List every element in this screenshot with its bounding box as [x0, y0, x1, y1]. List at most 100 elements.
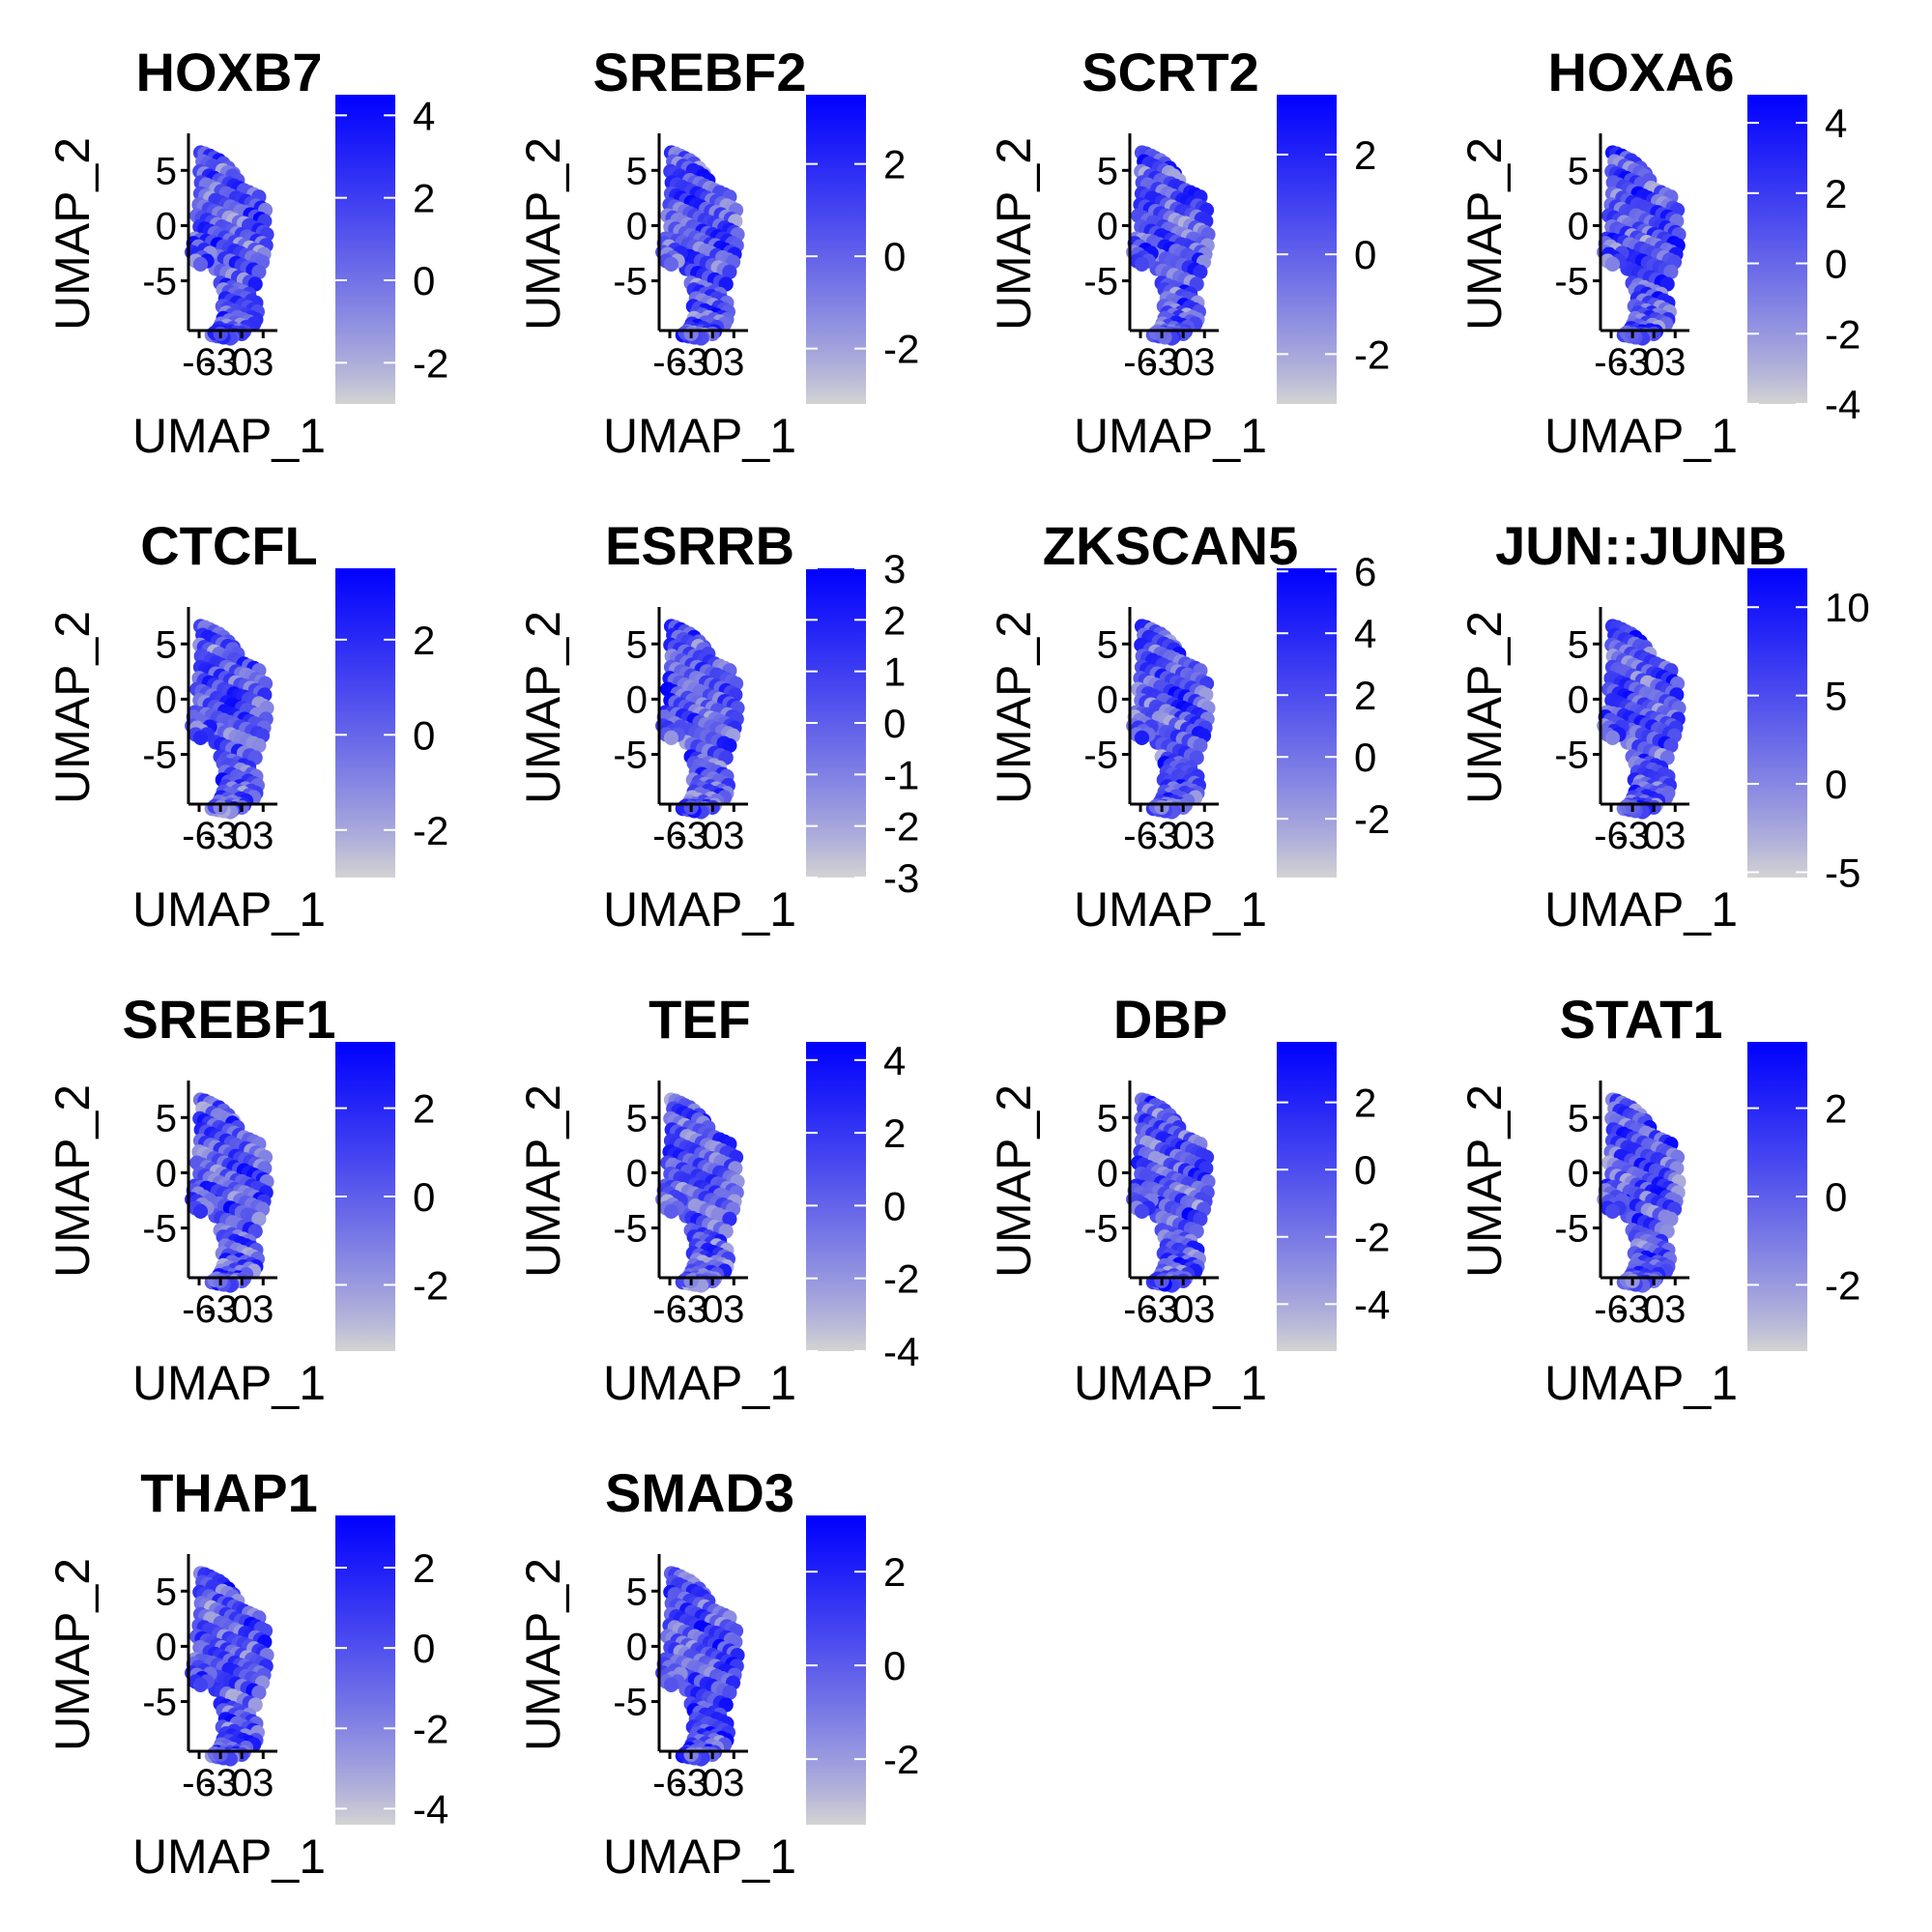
x-tick-label: 3 — [1664, 341, 1686, 384]
colorbar-tick-label: 0 — [1354, 232, 1376, 277]
x-tick-label: -6 — [182, 341, 216, 384]
x-axis-label: UMAP_1 — [603, 409, 796, 463]
x-tick-label: 3 — [1194, 341, 1215, 384]
colorbar-tick-label: 5 — [1825, 674, 1847, 719]
y-tick-label: -5 — [1083, 261, 1118, 303]
colorbar-tick-label: 4 — [1825, 101, 1847, 146]
x-tick-label: -6 — [1123, 341, 1158, 384]
colorbar-tick-label: 2 — [1825, 171, 1847, 216]
y-axis-label: UMAP_2 — [45, 137, 100, 331]
colorbar-tick-label: 10 — [1825, 585, 1870, 630]
colorbar-gradient — [806, 95, 866, 404]
cell-point — [722, 264, 737, 279]
cells — [185, 1566, 274, 1767]
cell-point — [192, 256, 209, 272]
x-tick-label: 0 — [702, 1762, 723, 1804]
cells — [1126, 1092, 1216, 1293]
cells — [185, 619, 274, 820]
colorbar-tick-label: 0 — [1825, 1174, 1847, 1220]
y-tick-label: -5 — [613, 1208, 648, 1251]
colorbar-tick-label: 4 — [413, 93, 435, 138]
y-tick-label: 0 — [1568, 205, 1589, 247]
colorbar-gradient — [1747, 568, 1807, 878]
colorbar-tick-label: 0 — [413, 1626, 435, 1671]
y-tick-label: -5 — [1083, 735, 1118, 777]
y-tick-label: 0 — [626, 1152, 648, 1195]
colorbar-tick-label: -2 — [413, 1262, 448, 1308]
y-tick-label: 5 — [626, 1571, 648, 1613]
x-tick-label: -3 — [1144, 341, 1179, 384]
cell-point — [192, 730, 209, 746]
colorbar-tick-label: -4 — [1354, 1282, 1390, 1327]
cells — [655, 1566, 745, 1767]
panel-title: ESRRB — [605, 515, 794, 576]
x-axis-label: UMAP_1 — [1544, 409, 1738, 463]
colorbar-tick-label: 0 — [1825, 242, 1847, 287]
y-tick-label: 0 — [626, 1626, 648, 1668]
colorbar-tick-label: 2 — [413, 1545, 435, 1591]
colorbar-tick-label: -2 — [1354, 796, 1390, 842]
x-axis-label: UMAP_1 — [132, 409, 326, 463]
cells — [1597, 145, 1687, 346]
colorbar-tick-label: -1 — [883, 752, 919, 797]
panel-title: SMAD3 — [605, 1462, 794, 1523]
y-tick-label: 5 — [1568, 150, 1589, 192]
x-tick-label: 0 — [1643, 1288, 1664, 1331]
y-tick-label: 0 — [626, 205, 648, 247]
y-axis-label: UMAP_2 — [987, 137, 1041, 331]
y-axis-label: UMAP_2 — [1457, 611, 1512, 804]
panel-title: TEF — [649, 989, 751, 1050]
cell-point — [1193, 264, 1208, 279]
y-tick-label: 0 — [1568, 1152, 1589, 1195]
colorbar-tick-label: 6 — [1354, 549, 1376, 594]
colorbar: 6 4 2 0 -2 — [1277, 549, 1390, 878]
x-tick-label: 3 — [723, 815, 744, 857]
cell-point — [1604, 1203, 1621, 1219]
y-tick-label: 5 — [626, 623, 648, 666]
colorbar-tick-label: 2 — [413, 618, 435, 663]
x-tick-label: 0 — [702, 341, 723, 384]
colorbar: 2 0 -2 -4 — [1277, 1042, 1390, 1351]
y-axis-label: UMAP_2 — [45, 1558, 100, 1751]
cell-point — [192, 1677, 209, 1692]
y-tick-label: -5 — [142, 1208, 177, 1251]
x-tick-label: 3 — [723, 1288, 744, 1331]
colorbar-tick-label: -2 — [883, 1256, 919, 1302]
colorbar: 2 0 -2 — [806, 1515, 919, 1825]
cells — [185, 145, 274, 346]
panel-title: STAT1 — [1559, 989, 1722, 1050]
colorbar-gradient — [806, 1515, 866, 1825]
colorbar-tick-label: 4 — [1354, 611, 1376, 656]
x-tick-label: 3 — [1194, 1288, 1215, 1331]
colorbar-tick-label: 3 — [883, 546, 906, 591]
y-tick-label: 5 — [1097, 623, 1118, 666]
colorbar-tick-label: 2 — [1354, 132, 1376, 178]
y-tick-label: 0 — [1097, 678, 1118, 721]
y-tick-label: 0 — [156, 1626, 177, 1668]
x-axis-label: UMAP_1 — [132, 882, 326, 937]
x-tick-label: 0 — [231, 341, 252, 384]
y-tick-label: -5 — [1554, 1208, 1589, 1251]
x-tick-label: 0 — [1172, 1288, 1194, 1331]
colorbar: 10 5 0 -5 — [1747, 568, 1870, 896]
x-axis-label: UMAP_1 — [603, 1830, 796, 1884]
colorbar-tick-label: -2 — [1354, 332, 1390, 377]
panel-title: SCRT2 — [1081, 42, 1259, 102]
y-tick-label: 5 — [626, 150, 648, 192]
colorbar-tick-label: -2 — [1354, 1215, 1390, 1260]
y-tick-label: -5 — [142, 735, 177, 777]
x-tick-label: -6 — [182, 815, 216, 857]
colorbar-gradient — [1277, 568, 1337, 878]
colorbar: 2 0 -2 — [335, 568, 448, 878]
x-tick-label: -6 — [652, 341, 687, 384]
x-axis-label: UMAP_1 — [132, 1356, 326, 1410]
y-axis-label: UMAP_2 — [516, 1084, 570, 1278]
cell-point — [1134, 256, 1150, 272]
colorbar-tick-label: -4 — [1825, 382, 1860, 427]
